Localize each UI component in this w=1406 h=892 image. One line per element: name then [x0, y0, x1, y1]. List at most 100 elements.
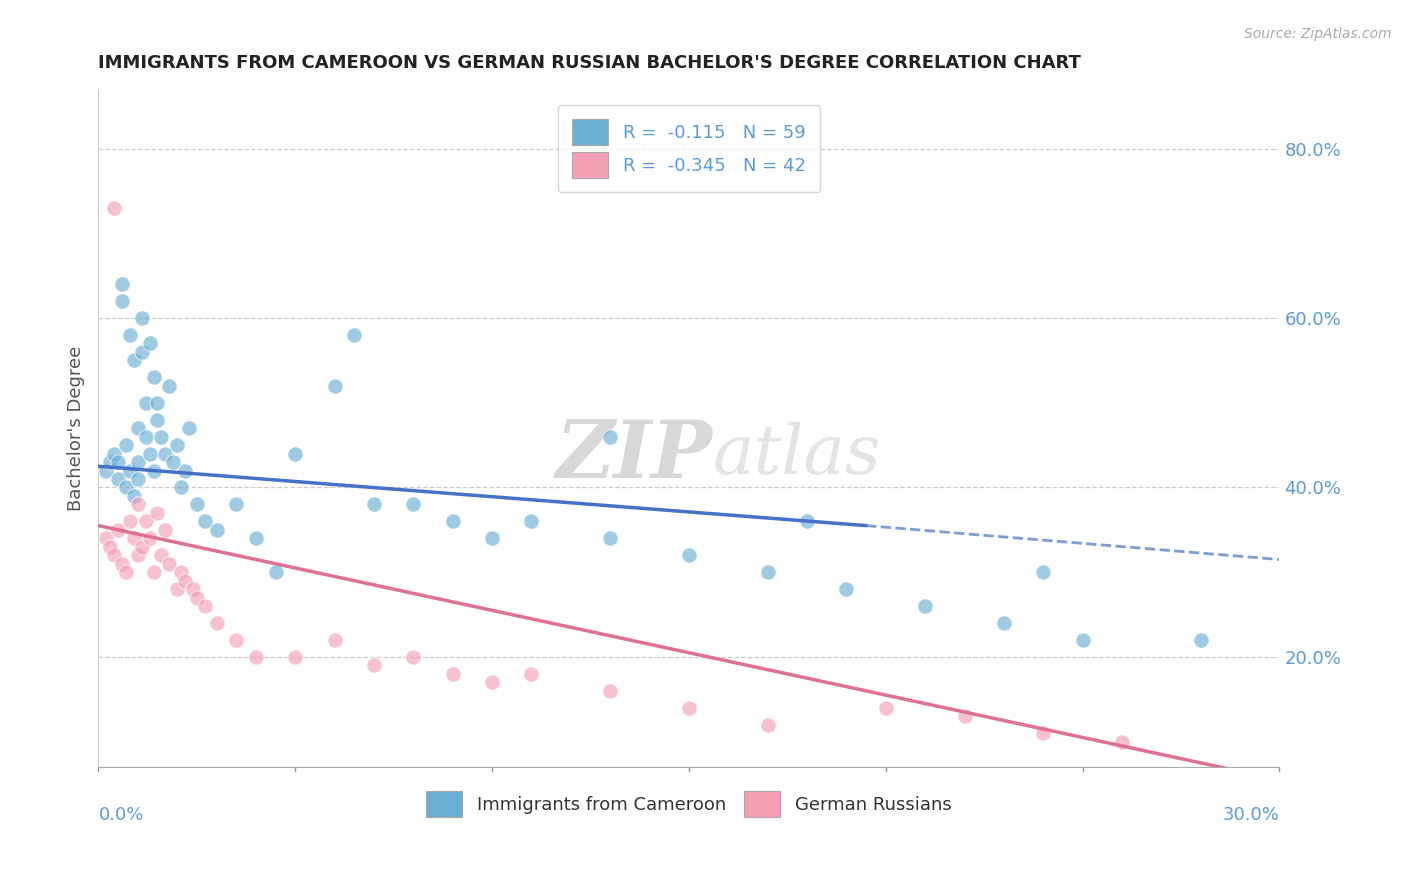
Point	[150, 429, 173, 443]
Point	[157, 557, 180, 571]
Point	[150, 548, 173, 563]
Point	[118, 514, 141, 528]
Point	[96, 464, 118, 478]
Point	[323, 633, 346, 648]
Text: Source: ZipAtlas.com: Source: ZipAtlas.com	[1244, 27, 1392, 41]
Text: IMMIGRANTS FROM CAMEROON VS GERMAN RUSSIAN BACHELOR'S DEGREE CORRELATION CHART: IMMIGRANTS FROM CAMEROON VS GERMAN RUSSI…	[98, 54, 1081, 72]
Point	[225, 633, 247, 648]
Point	[127, 421, 149, 435]
Point	[115, 566, 138, 580]
Point	[284, 446, 307, 460]
Point	[599, 429, 621, 443]
Point	[402, 649, 425, 664]
Legend: Immigrants from Cameroon, German Russians: Immigrants from Cameroon, German Russian…	[418, 782, 960, 826]
Point	[245, 649, 267, 664]
Point	[343, 328, 366, 343]
Point	[122, 531, 145, 545]
Point	[127, 472, 149, 486]
Point	[96, 531, 118, 545]
Point	[875, 701, 897, 715]
Point	[155, 446, 177, 460]
Point	[835, 582, 858, 596]
Point	[363, 497, 385, 511]
Point	[170, 480, 193, 494]
Point	[796, 514, 818, 528]
Point	[186, 591, 208, 605]
Point	[111, 277, 134, 291]
Point	[441, 667, 464, 681]
Point	[162, 455, 184, 469]
Point	[98, 540, 121, 554]
Point	[441, 514, 464, 528]
Point	[118, 464, 141, 478]
Point	[166, 438, 188, 452]
Point	[225, 497, 247, 511]
Point	[174, 464, 197, 478]
Point	[98, 455, 121, 469]
Point	[756, 566, 779, 580]
Text: ZIP: ZIP	[555, 417, 713, 494]
Point	[127, 548, 149, 563]
Point	[135, 514, 157, 528]
Point	[181, 582, 204, 596]
Point	[131, 540, 153, 554]
Point	[1071, 633, 1094, 648]
Point	[138, 446, 160, 460]
Point	[1032, 726, 1054, 740]
Point	[245, 531, 267, 545]
Point	[599, 683, 621, 698]
Point	[157, 378, 180, 392]
Point	[127, 497, 149, 511]
Point	[1189, 633, 1212, 648]
Point	[194, 599, 217, 614]
Point	[138, 336, 160, 351]
Point	[186, 497, 208, 511]
Point	[107, 472, 129, 486]
Point	[122, 353, 145, 368]
Point	[520, 514, 543, 528]
Point	[118, 328, 141, 343]
Point	[142, 464, 165, 478]
Point	[107, 455, 129, 469]
Point	[103, 201, 125, 215]
Point	[599, 531, 621, 545]
Point	[177, 421, 200, 435]
Point	[111, 293, 134, 308]
Point	[1111, 735, 1133, 749]
Point	[205, 523, 228, 537]
Point	[363, 658, 385, 673]
Point	[993, 615, 1015, 630]
Point	[115, 438, 138, 452]
Point	[284, 649, 307, 664]
Point	[481, 531, 503, 545]
Point	[953, 709, 976, 723]
Point	[103, 548, 125, 563]
Point	[146, 506, 169, 520]
Point	[107, 523, 129, 537]
Point	[323, 378, 346, 392]
Point	[115, 480, 138, 494]
Point	[146, 412, 169, 427]
Point	[166, 582, 188, 596]
Point	[142, 370, 165, 384]
Point	[111, 557, 134, 571]
Point	[170, 566, 193, 580]
Text: 30.0%: 30.0%	[1223, 806, 1279, 824]
Point	[127, 455, 149, 469]
Text: atlas: atlas	[713, 422, 882, 489]
Point	[756, 717, 779, 731]
Point	[146, 395, 169, 409]
Point	[122, 489, 145, 503]
Y-axis label: Bachelor's Degree: Bachelor's Degree	[66, 345, 84, 511]
Point	[138, 531, 160, 545]
Point	[402, 497, 425, 511]
Point	[155, 523, 177, 537]
Text: 0.0%: 0.0%	[98, 806, 143, 824]
Point	[135, 429, 157, 443]
Point	[174, 574, 197, 588]
Point	[678, 701, 700, 715]
Point	[142, 566, 165, 580]
Point	[103, 446, 125, 460]
Point	[205, 615, 228, 630]
Point	[131, 344, 153, 359]
